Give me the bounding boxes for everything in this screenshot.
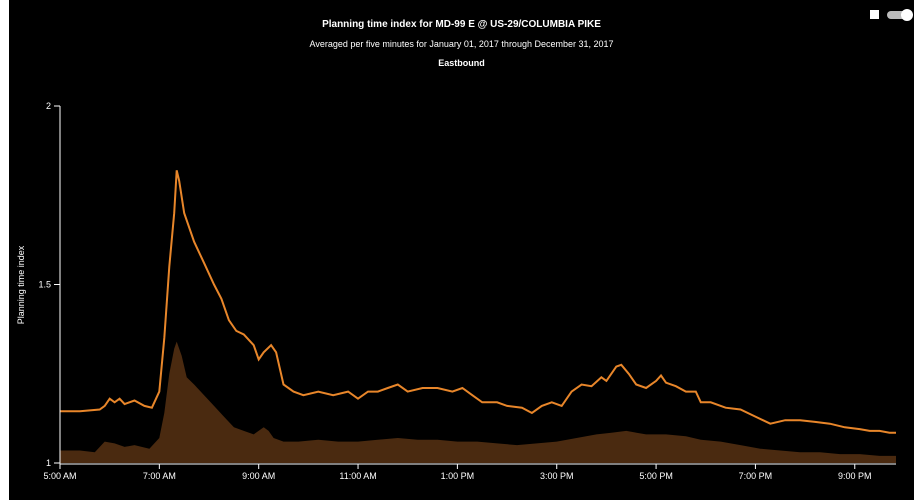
y-tick-label: 2 — [46, 101, 51, 111]
y-axis-label: Planning time index — [16, 245, 26, 324]
y-tick-label: 1.5 — [38, 280, 51, 290]
view-toggle[interactable] — [870, 9, 914, 21]
plot-area — [60, 170, 896, 463]
x-tick-label: 5:00 AM — [43, 471, 76, 481]
x-tick-label: 9:00 AM — [242, 471, 275, 481]
x-tick-label: 7:00 AM — [143, 471, 176, 481]
x-tick-label: 11:00 AM — [339, 471, 376, 481]
chart-title: Planning time index for MD-99 E @ US-29/… — [322, 19, 601, 30]
x-tick-label: 9:00 PM — [838, 471, 872, 481]
toggle-track[interactable] — [887, 11, 909, 19]
x-tick-label: 1:00 PM — [441, 471, 475, 481]
chart-subtitle: Averaged per five minutes for January 01… — [309, 39, 614, 49]
window-left-edge — [0, 0, 9, 500]
direction-label: Eastbound — [438, 58, 485, 68]
x-tick-label: 5:00 PM — [639, 471, 673, 481]
x-tick-label: 3:00 PM — [540, 471, 574, 481]
square-icon[interactable] — [870, 10, 879, 19]
y-tick-label: 1 — [46, 458, 51, 468]
axes: 1 1.5 2 5:00 AM 7:00 AM 9:00 AM 11:00 AM 1:00 P… — [38, 101, 896, 481]
toggle-knob-icon[interactable] — [901, 9, 913, 21]
x-tick-label: 7:00 PM — [739, 471, 773, 481]
chart-panel — [9, 0, 914, 500]
baseline-area — [60, 341, 896, 463]
planning-time-line — [60, 170, 896, 434]
